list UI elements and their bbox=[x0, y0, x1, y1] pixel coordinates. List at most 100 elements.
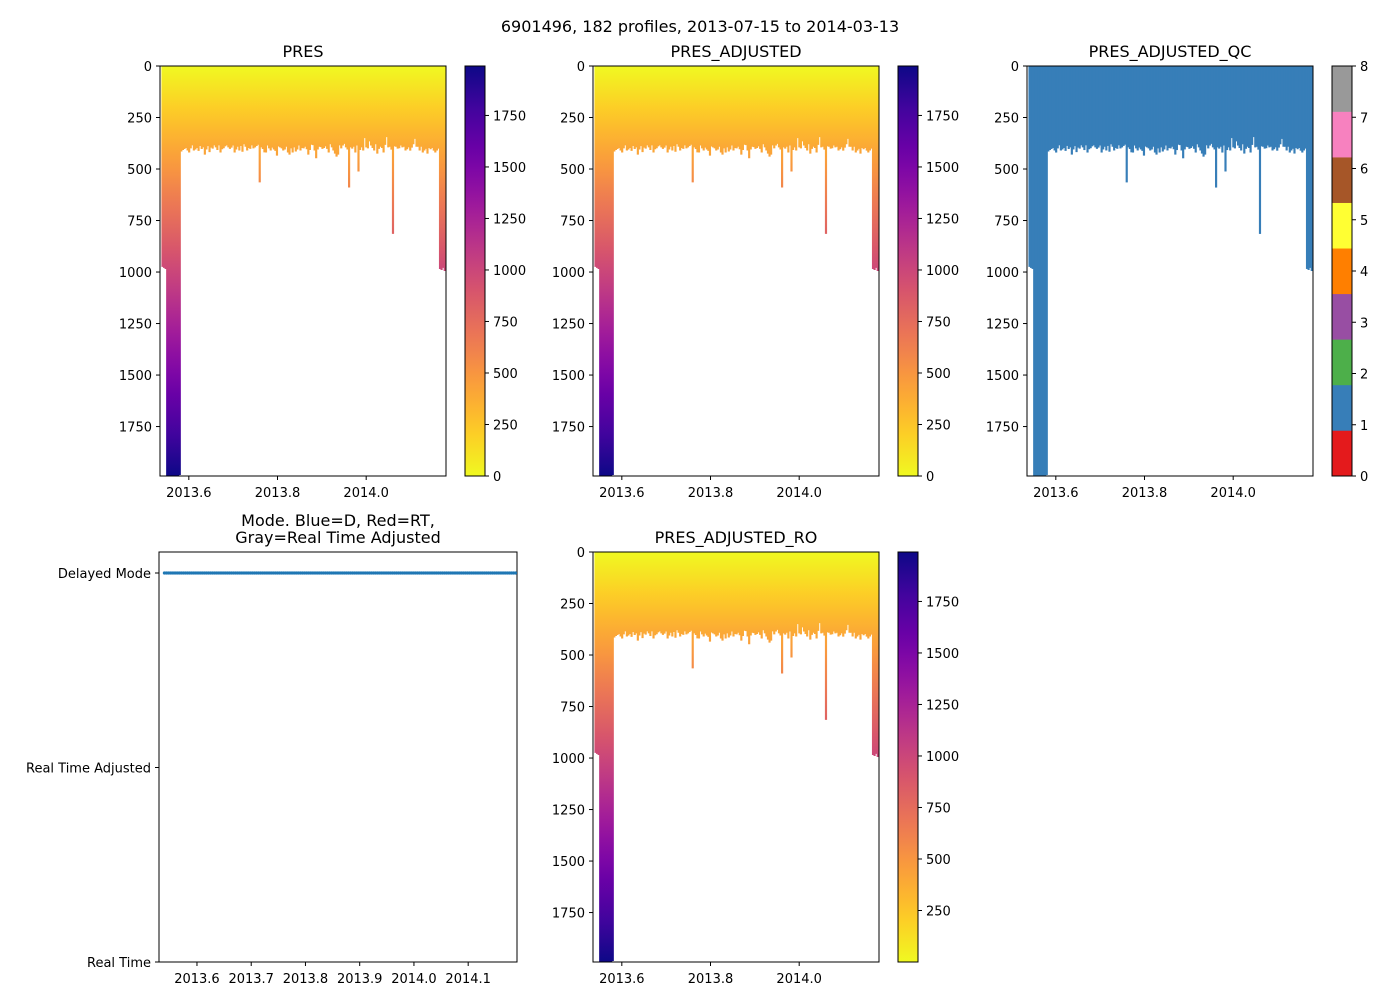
profile-column bbox=[1199, 66, 1202, 151]
profile-column bbox=[1185, 66, 1188, 147]
profile-column bbox=[787, 552, 790, 639]
profile-column bbox=[696, 552, 699, 639]
profile-column bbox=[233, 66, 236, 153]
profile-column bbox=[181, 66, 184, 151]
colorbar: 0 250 500 750 1000 1250 1500 1750 bbox=[897, 65, 959, 485]
y-tick-label: 0 bbox=[577, 60, 585, 75]
profile-column bbox=[235, 66, 238, 150]
x-tick-label: 2013.7 bbox=[228, 972, 274, 987]
profile-column bbox=[788, 552, 792, 632]
profile-column bbox=[694, 66, 697, 150]
profile-column bbox=[831, 552, 834, 635]
profile-column bbox=[1258, 66, 1262, 234]
profile-column bbox=[743, 552, 746, 631]
profile-column bbox=[172, 66, 175, 476]
profile-column bbox=[1146, 66, 1149, 148]
profile-column bbox=[349, 66, 352, 148]
profile-column bbox=[641, 66, 644, 153]
profile-column bbox=[1153, 66, 1157, 153]
profile-column bbox=[682, 552, 685, 635]
profile-column bbox=[391, 66, 395, 234]
y-tick-label: 1500 bbox=[119, 369, 152, 384]
profile-column bbox=[664, 552, 668, 632]
profile-column bbox=[865, 552, 868, 637]
profile-column bbox=[1138, 66, 1141, 148]
profile-column bbox=[650, 66, 654, 146]
profile-column bbox=[1061, 66, 1064, 150]
profile-column bbox=[355, 66, 359, 146]
profile-column bbox=[327, 66, 330, 153]
profile-column bbox=[635, 552, 638, 634]
profile-column bbox=[300, 66, 304, 148]
y-tick-label: 750 bbox=[994, 215, 1019, 230]
y-tick-label: 500 bbox=[127, 163, 152, 178]
profile-column bbox=[608, 552, 611, 962]
profile-column bbox=[813, 66, 817, 148]
profile-column bbox=[1283, 66, 1287, 147]
profile-column bbox=[407, 66, 410, 148]
profile-column bbox=[782, 552, 785, 634]
profile-column bbox=[401, 66, 404, 148]
profile-column bbox=[611, 66, 614, 475]
profile-column bbox=[1221, 66, 1224, 153]
profile-column bbox=[614, 552, 617, 637]
profile-column bbox=[829, 552, 832, 635]
profile-column bbox=[1208, 66, 1211, 146]
profile-column bbox=[1285, 66, 1288, 151]
profile-column bbox=[268, 66, 271, 149]
profile-column bbox=[399, 66, 402, 146]
profile-column bbox=[250, 66, 253, 146]
profile-column bbox=[759, 66, 762, 149]
profile-column bbox=[599, 552, 602, 962]
profile-column bbox=[1280, 66, 1284, 139]
profile-column bbox=[415, 66, 418, 147]
profile-column bbox=[718, 552, 721, 633]
profile-column bbox=[409, 66, 412, 151]
profile-column bbox=[729, 66, 732, 150]
x-tick-label: 2014.0 bbox=[776, 972, 822, 987]
profile-column bbox=[1091, 66, 1094, 147]
profile-column bbox=[749, 552, 752, 636]
profile-column bbox=[377, 66, 380, 149]
profile-column bbox=[793, 66, 796, 148]
profile-column bbox=[252, 66, 255, 149]
profile-column bbox=[820, 66, 823, 148]
profile-column bbox=[225, 66, 228, 146]
profile-column bbox=[354, 66, 357, 153]
profile-column bbox=[1114, 66, 1117, 148]
profile-column bbox=[755, 66, 759, 148]
axes-frame bbox=[592, 65, 880, 477]
profile-column bbox=[754, 66, 757, 149]
profile-column bbox=[686, 552, 690, 634]
profile-column bbox=[1276, 66, 1279, 151]
profile-column bbox=[242, 66, 246, 145]
profile-column bbox=[1216, 66, 1219, 148]
profile-column bbox=[870, 552, 873, 635]
profile-column bbox=[799, 552, 802, 635]
axes-frame bbox=[158, 551, 518, 963]
profile-column bbox=[1044, 66, 1047, 476]
profile-column bbox=[870, 66, 873, 149]
profile-column bbox=[766, 552, 770, 640]
profile-column bbox=[164, 66, 167, 269]
profile-column bbox=[617, 66, 621, 148]
profile-column bbox=[774, 66, 777, 146]
profile-column bbox=[208, 66, 211, 153]
profile-column bbox=[730, 66, 734, 146]
profile-column bbox=[184, 66, 188, 148]
profile-column bbox=[781, 552, 784, 674]
profile-column bbox=[1039, 66, 1042, 476]
profile-column bbox=[702, 66, 705, 151]
profile-column bbox=[322, 66, 326, 148]
profile-column bbox=[1144, 66, 1147, 147]
profile-column bbox=[617, 552, 621, 634]
y-tick-label: 1000 bbox=[552, 752, 585, 767]
profile-column bbox=[693, 66, 696, 148]
profile-column bbox=[713, 66, 716, 149]
profile-column bbox=[330, 66, 333, 148]
profile-column bbox=[666, 66, 669, 153]
y-tick-label: 750 bbox=[560, 215, 585, 230]
y-tick-label: Real Time bbox=[87, 956, 151, 971]
mode-point bbox=[513, 571, 518, 575]
profile-column bbox=[1033, 66, 1036, 476]
